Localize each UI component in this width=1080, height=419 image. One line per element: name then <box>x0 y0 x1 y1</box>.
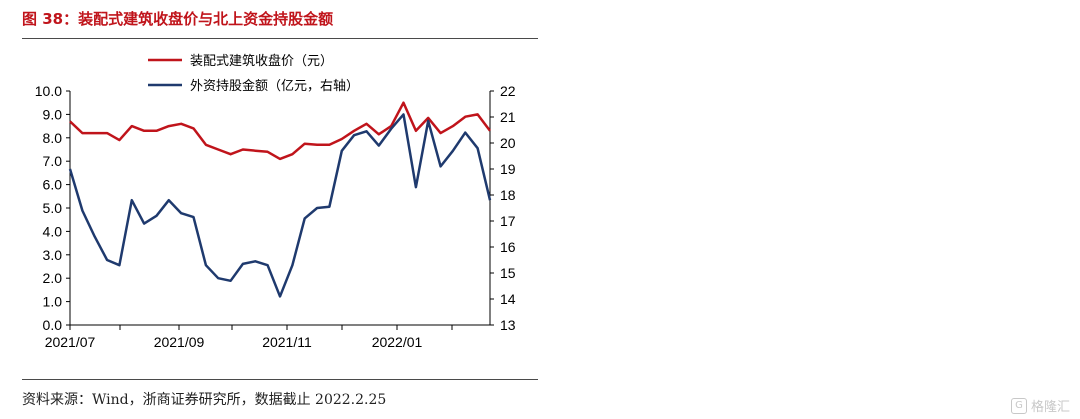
left-y-tick-label: 5.0 <box>43 200 63 216</box>
right-y-tick-label: 19 <box>500 161 516 177</box>
x-tick-label: 2022/01 <box>372 334 423 350</box>
left-y-tick-label: 3.0 <box>43 247 63 263</box>
watermark: G 格隆汇 <box>1010 396 1070 415</box>
left-y-tick-label: 2.0 <box>43 270 63 286</box>
line-chart: 装配式建筑收盘价（元） 外资持股金额（亿元，右轴） 0.0 1.0 2.0 3.0 4.… <box>35 53 516 350</box>
left-y-tick-label: 8.0 <box>43 130 63 146</box>
figure-title: 图 38：装配式建筑收盘价与北上资金持股金额 <box>22 10 334 28</box>
chart-axes: 0.0 1.0 2.0 3.0 4.0 5.0 6.0 7.0 8.0 9.0 10.0 13 14 15… <box>35 83 516 350</box>
right-y-tick-label: 16 <box>500 239 516 255</box>
right-y-tick-label: 22 <box>500 83 516 99</box>
gelonghui-logo-icon: G <box>1010 397 1027 414</box>
right-y-tick-label: 18 <box>500 187 516 203</box>
legend-label-holding: 外资持股金额（亿元，右轴） <box>190 78 359 93</box>
x-tick-label: 2021/11 <box>262 334 312 350</box>
right-y-tick-label: 17 <box>500 213 516 229</box>
left-y-tick-label: 7.0 <box>43 153 63 169</box>
watermark-label: 格隆汇 <box>1030 400 1070 415</box>
title-divider <box>22 38 538 39</box>
right-y-tick-label: 20 <box>500 135 516 151</box>
source-note: 资料来源：Wind，浙商证券研究所，数据截止 2022.2.25 <box>22 392 387 408</box>
left-y-tick-label: 1.0 <box>43 294 63 310</box>
left-y-tick-label: 9.0 <box>43 106 63 122</box>
right-y-tick-label: 21 <box>500 109 516 125</box>
series-line-price <box>69 101 491 161</box>
chart-legend: 装配式建筑收盘价（元） 外资持股金额（亿元，右轴） <box>148 53 359 93</box>
right-y-tick-label: 14 <box>500 291 516 307</box>
chart-series <box>68 101 492 298</box>
series-line-holding <box>68 113 492 298</box>
source-divider <box>22 379 538 380</box>
x-tick-label: 2021/09 <box>154 334 205 350</box>
x-tick-label: 2021/07 <box>45 334 96 350</box>
right-y-tick-label: 15 <box>500 265 516 281</box>
left-y-tick-label: 6.0 <box>43 177 63 193</box>
left-y-tick-label: 10.0 <box>35 83 62 99</box>
right-y-tick-label: 13 <box>500 317 516 333</box>
left-y-tick-label: 4.0 <box>43 223 63 239</box>
legend-label-price: 装配式建筑收盘价（元） <box>190 53 333 68</box>
left-y-tick-label: 0.0 <box>43 317 63 333</box>
